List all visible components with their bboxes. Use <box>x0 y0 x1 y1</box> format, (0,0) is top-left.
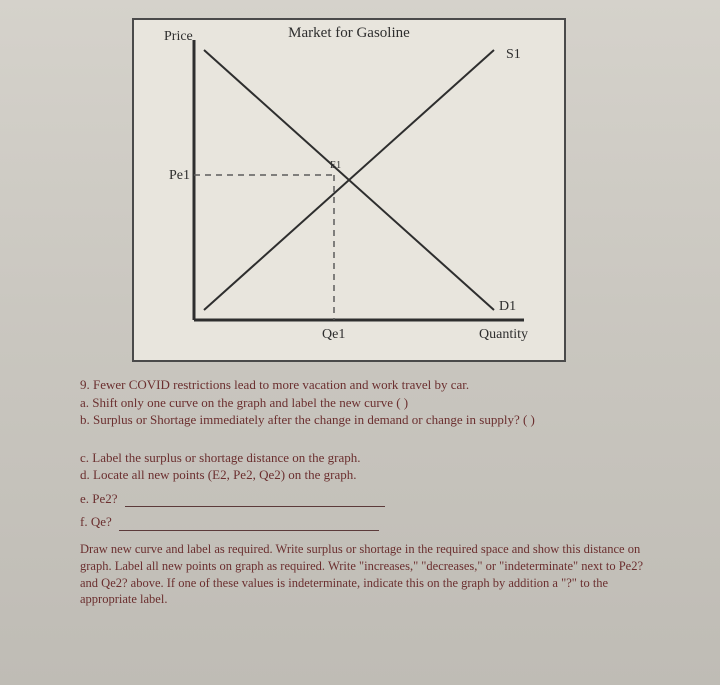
equilibrium-label: E1 <box>330 160 341 171</box>
question-number: 9. <box>80 377 90 392</box>
demand-label: D1 <box>499 299 516 314</box>
part-d: d. Locate all new points (E2, Pe2, Qe2) … <box>80 466 660 484</box>
part-e-row: e. Pe2? <box>80 490 660 508</box>
part-f: f. Qe? <box>80 514 112 529</box>
qe-label: Qe1 <box>322 327 345 342</box>
worksheet-page: Market for Gasoline Price S1 D1 E1 Pe1 Q… <box>0 0 720 685</box>
part-f-row: f. Qe? <box>80 513 660 531</box>
parts-cd: c. Label the surplus or shortage distanc… <box>80 449 660 484</box>
supply-demand-chart: Market for Gasoline Price S1 D1 E1 Pe1 Q… <box>134 20 564 360</box>
part-c: c. Label the surplus or shortage distanc… <box>80 449 660 467</box>
x-axis-label: Quantity <box>479 327 528 342</box>
part-a: a. Shift only one curve on the graph and… <box>80 394 660 412</box>
instructions: Draw new curve and label as required. Wr… <box>80 541 660 609</box>
question-text: Fewer COVID restrictions lead to more va… <box>93 377 469 392</box>
y-axis-label: Price <box>164 29 193 44</box>
question-stem: 9. Fewer COVID restrictions lead to more… <box>80 376 660 429</box>
part-b: b. Surplus or Shortage immediately after… <box>80 411 660 429</box>
part-e: e. Pe2? <box>80 491 118 506</box>
pe2-blank[interactable] <box>125 494 385 507</box>
pe-label: Pe1 <box>169 168 190 183</box>
qe-blank[interactable] <box>119 518 379 531</box>
chart-title: Market for Gasoline <box>288 25 410 41</box>
supply-label: S1 <box>506 47 521 62</box>
chart-container: Market for Gasoline Price S1 D1 E1 Pe1 Q… <box>132 18 566 362</box>
